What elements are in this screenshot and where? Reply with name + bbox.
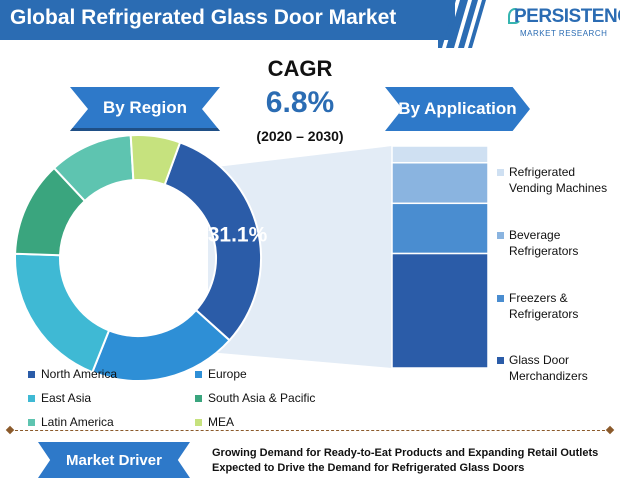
cagr-years: (2020 – 2030) xyxy=(256,128,344,144)
connector-band xyxy=(208,146,392,368)
legend-label-line2: Refrigerators xyxy=(509,244,579,258)
market-driver-text: Growing Demand for Ready-to-Eat Products… xyxy=(212,447,599,474)
legend-label-line1: Freezers & xyxy=(509,291,568,305)
legend-swatch xyxy=(28,418,35,426)
legend-item-south-asia-pacific: South Asia & Pacific xyxy=(195,391,315,405)
donut-highlight-label: 31.1% xyxy=(208,224,268,247)
legend-label-line2: Vending Machines xyxy=(509,181,608,195)
legend-swatch xyxy=(195,418,202,426)
legend-swatch xyxy=(195,394,202,402)
donut-slice-east-asia xyxy=(14,252,111,374)
charts-canvas: 31.1% xyxy=(14,134,489,382)
donut-slice-mea xyxy=(129,134,182,186)
legend-label: East Asia xyxy=(41,391,92,405)
legend-item-mea: MEA xyxy=(195,415,234,429)
stack-segment-beverage-refrigerators xyxy=(391,161,489,205)
stack-segment-glass-door-merchandizers xyxy=(391,252,489,369)
legend-item-north-america: North America xyxy=(28,367,117,381)
by-application-label: By Application xyxy=(385,87,530,131)
logo-mark-icon xyxy=(508,8,522,24)
legend-swatch xyxy=(28,370,35,378)
legend-item-europe: Europe xyxy=(195,367,247,381)
legend-label: Europe xyxy=(208,367,247,381)
legend-label: Latin America xyxy=(41,415,114,429)
stack-segment-freezers-refrigerators xyxy=(391,202,489,255)
legend-label-line1: Glass Door xyxy=(509,353,570,367)
decorative-stripes xyxy=(438,0,486,48)
app-legend-item-refrigerated-vending-machines: Refrigerated Vending Machines xyxy=(497,164,617,196)
page-title: Global Refrigerated Glass Door Market xyxy=(10,6,397,29)
region-donut-chart: 31.1% xyxy=(14,134,268,382)
stack-segment-refrigerated-vending-machines xyxy=(391,145,489,164)
legend-swatch xyxy=(195,370,202,378)
legend-label: North America xyxy=(41,367,118,381)
legend-swatch xyxy=(28,394,35,402)
legend-swatch xyxy=(497,357,504,364)
footer-divider xyxy=(10,430,610,431)
application-stacked-bar xyxy=(391,145,489,369)
header: Global Refrigerated Glass Door Market PE… xyxy=(0,0,620,48)
donut-slice-north-america xyxy=(163,141,262,342)
app-legend-item-beverage-refrigerators: Beverage Refrigerators xyxy=(497,227,617,259)
market-driver-label: Market Driver xyxy=(38,442,190,478)
app-legend-item-freezers-refrigerators: Freezers & Refrigerators xyxy=(497,290,617,322)
legend-item-east-asia: East Asia xyxy=(28,391,91,405)
legend-label-line2: Refrigerators xyxy=(509,307,579,321)
legend-label-line2: Merchandizers xyxy=(509,369,588,383)
app-legend-item-glass-door-merchandizers: Glass Door Merchandizers xyxy=(497,352,617,384)
legend-label: South Asia & Pacific xyxy=(208,391,316,405)
legend-swatch xyxy=(497,295,504,302)
by-region-label: By Region xyxy=(70,87,220,131)
company-logo: PERSISTENCE MARKET RESEARCH xyxy=(508,4,620,44)
legend-label-line1: Refrigerated xyxy=(509,165,576,179)
legend-label-line1: Beverage xyxy=(509,228,561,242)
legend-swatch xyxy=(497,232,504,239)
title-bar: Global Refrigerated Glass Door Market xyxy=(0,0,455,40)
legend-item-latin-america: Latin America xyxy=(28,415,114,429)
cagr-value: 6.8% xyxy=(265,86,335,119)
cagr-label: CAGR xyxy=(267,56,333,81)
legend-label: MEA xyxy=(208,415,235,429)
logo-subtitle: MARKET RESEARCH xyxy=(520,29,608,38)
legend-swatch xyxy=(497,169,504,176)
logo-brand: PERSISTENCE xyxy=(514,6,620,27)
